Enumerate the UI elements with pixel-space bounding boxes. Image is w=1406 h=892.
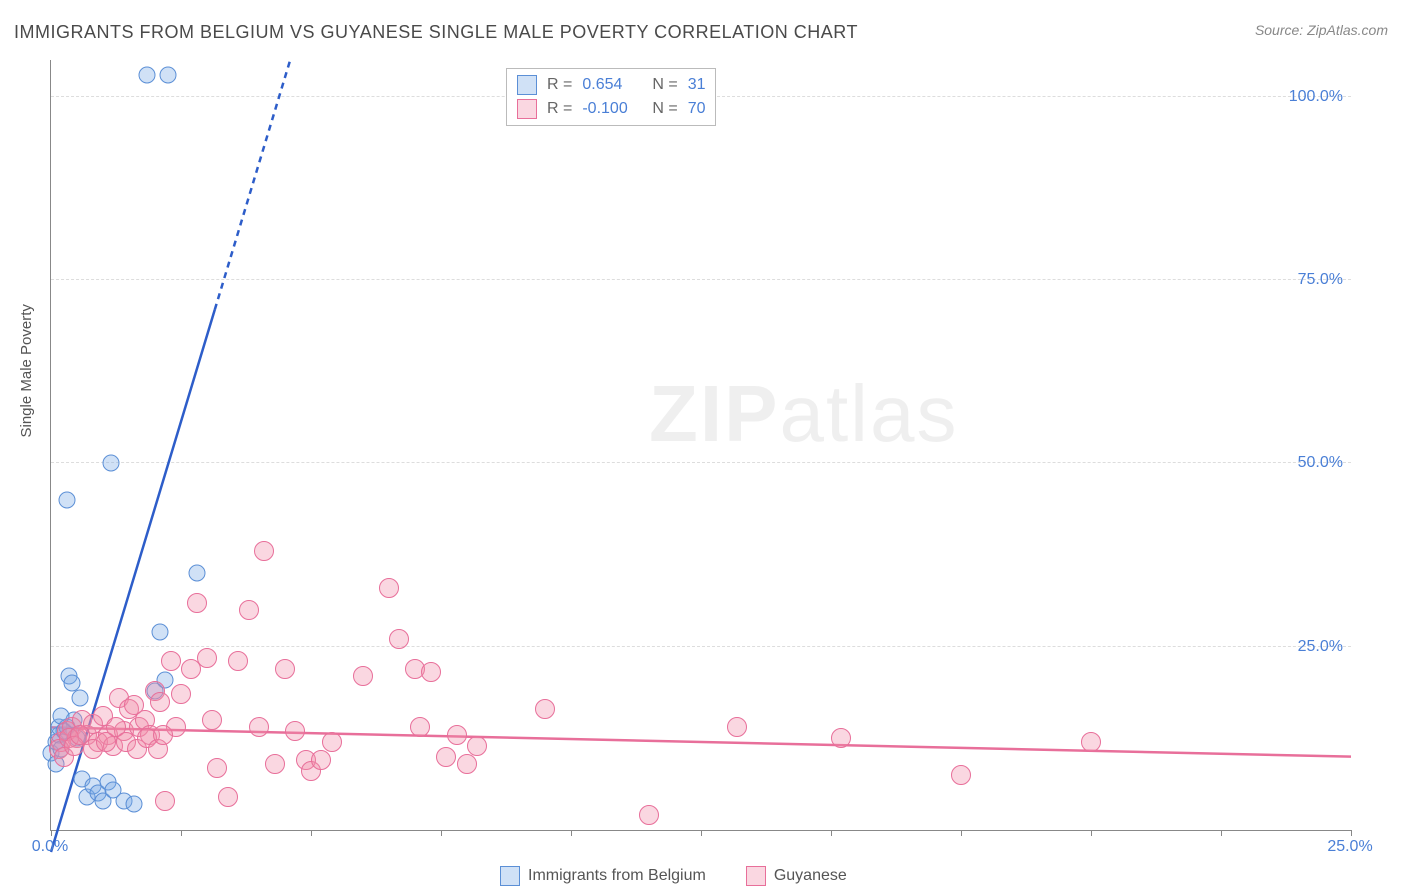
N-label: N = [652, 100, 677, 118]
y-axis-label: Single Male Poverty [18, 304, 35, 437]
data-point-guyanese [153, 725, 173, 745]
legend-swatch-belgium [517, 75, 537, 95]
source-attribution: Source: ZipAtlas.com [1255, 22, 1388, 38]
data-point-guyanese [249, 717, 269, 737]
correlation-legend: R = 0.654 N = 31 R = -0.100 N = 70 [506, 68, 716, 126]
plot-area: ZIPatlas 25.0%50.0%75.0%100.0%R =0.654N … [50, 60, 1351, 831]
R-label: R = [547, 100, 572, 118]
data-point-belgium [126, 796, 143, 813]
x-tick [311, 830, 312, 836]
data-point-belgium [139, 66, 156, 83]
x-tick-label: 25.0% [1327, 838, 1372, 856]
data-point-guyanese [155, 791, 175, 811]
data-point-guyanese [254, 541, 274, 561]
x-tick [1351, 830, 1352, 836]
x-tick [701, 830, 702, 836]
legend-label-guyanese: Guyanese [774, 867, 847, 885]
data-point-guyanese [239, 600, 259, 620]
data-point-guyanese [353, 666, 373, 686]
data-point-guyanese [171, 684, 191, 704]
x-tick [961, 830, 962, 836]
data-point-guyanese [322, 732, 342, 752]
x-tick [831, 830, 832, 836]
data-point-guyanese [389, 629, 409, 649]
trendline-belgium-solid [51, 310, 215, 852]
data-point-guyanese [447, 725, 467, 745]
data-point-guyanese [275, 659, 295, 679]
data-point-guyanese [379, 578, 399, 598]
x-tick [181, 830, 182, 836]
series-legend: Immigrants from Belgium Guyanese [500, 866, 847, 886]
data-point-belgium [102, 455, 119, 472]
data-point-belgium [160, 66, 177, 83]
x-tick [441, 830, 442, 836]
data-point-belgium [188, 565, 205, 582]
data-point-belgium [58, 492, 75, 509]
data-point-guyanese [421, 662, 441, 682]
trendline-belgium-dashed [215, 60, 290, 310]
trendline-guyanese [51, 727, 1351, 756]
data-point-guyanese [1081, 732, 1101, 752]
correlation-row-belgium: R = 0.654 N = 31 [517, 73, 705, 97]
legend-item-guyanese: Guyanese [746, 866, 847, 886]
data-point-guyanese [285, 721, 305, 741]
chart-container: IMMIGRANTS FROM BELGIUM VS GUYANESE SING… [0, 0, 1406, 892]
R-value-belgium: 0.654 [582, 76, 642, 94]
data-point-guyanese [187, 593, 207, 613]
data-point-guyanese [150, 692, 170, 712]
data-point-guyanese [410, 717, 430, 737]
data-point-guyanese [202, 710, 222, 730]
data-point-guyanese [265, 754, 285, 774]
trendlines-svg [51, 60, 1351, 830]
correlation-row-guyanese: R = -0.100 N = 70 [517, 97, 705, 121]
chart-title: IMMIGRANTS FROM BELGIUM VS GUYANESE SING… [14, 22, 858, 43]
data-point-guyanese [311, 750, 331, 770]
data-point-guyanese [951, 765, 971, 785]
x-tick [571, 830, 572, 836]
data-point-guyanese [161, 651, 181, 671]
data-point-guyanese [457, 754, 477, 774]
data-point-guyanese [197, 648, 217, 668]
x-tick [1091, 830, 1092, 836]
data-point-guyanese [207, 758, 227, 778]
data-point-guyanese [218, 787, 238, 807]
N-value-belgium: 31 [688, 76, 706, 94]
data-point-guyanese [535, 699, 555, 719]
R-value-guyanese: -0.100 [582, 100, 642, 118]
data-point-belgium [71, 690, 88, 707]
legend-swatch-belgium [500, 866, 520, 886]
data-point-guyanese [639, 805, 659, 825]
N-label: N = [652, 76, 677, 94]
data-point-belgium [152, 624, 169, 641]
x-tick [1221, 830, 1222, 836]
legend-swatch-guyanese [517, 99, 537, 119]
data-point-guyanese [727, 717, 747, 737]
legend-item-belgium: Immigrants from Belgium [500, 866, 706, 886]
legend-swatch-guyanese [746, 866, 766, 886]
data-point-guyanese [436, 747, 456, 767]
R-label: R = [547, 76, 572, 94]
data-point-guyanese [228, 651, 248, 671]
legend-label-belgium: Immigrants from Belgium [528, 867, 706, 885]
x-tick-label: 0.0% [32, 838, 68, 856]
x-tick [51, 830, 52, 836]
N-value-guyanese: 70 [688, 100, 706, 118]
data-point-guyanese [467, 736, 487, 756]
data-point-guyanese [831, 728, 851, 748]
